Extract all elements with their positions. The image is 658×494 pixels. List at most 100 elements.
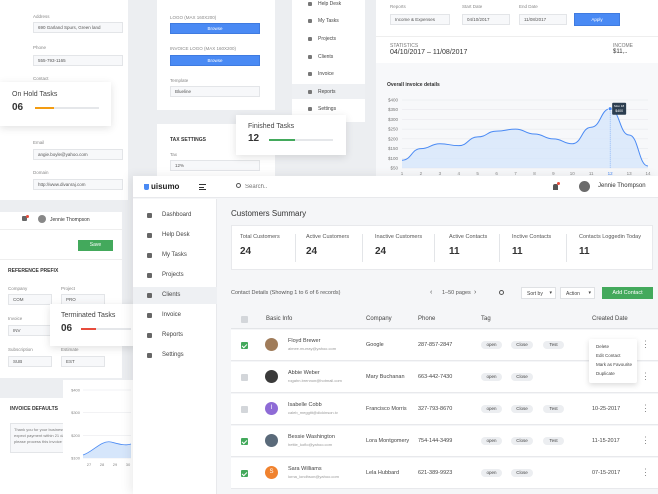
table-row[interactable]: S Sara Williams lorna_londhson@yahoo.com…	[231, 458, 658, 489]
table-row[interactable]: I Isabelle Cobb caleb_meggitt@dickinson.…	[231, 394, 658, 425]
menu-item-delete[interactable]: Delete	[596, 344, 610, 349]
table-row[interactable]: Bessie Washington hettie_koflo@yahoo.com…	[231, 426, 658, 457]
apply-button[interactable]: Apply	[574, 13, 620, 26]
row-menu-icon[interactable]	[641, 339, 650, 350]
tag-open[interactable]: open	[481, 469, 502, 477]
avatar[interactable]	[38, 215, 46, 223]
start-date-field[interactable]: 04/10/2017	[462, 14, 510, 25]
user-name[interactable]: Jennie Thompson	[598, 183, 646, 189]
tag-close[interactable]: Close	[511, 469, 533, 477]
mini-chart-panel: $400 $300 $200 $100 27 28 29 30	[63, 380, 133, 494]
template-field[interactable]: Blueline	[170, 86, 260, 97]
tag-close[interactable]: Close	[511, 373, 533, 381]
estimate-prefix-field[interactable]: EST	[61, 356, 105, 367]
row-menu-icon[interactable]	[641, 467, 650, 478]
tag-test[interactable]: Test	[543, 437, 564, 445]
chart-x-tick-label: 2	[420, 171, 423, 176]
menu-item-duplicate[interactable]: Duplicate	[596, 371, 615, 376]
row-checkbox[interactable]	[241, 374, 248, 381]
tag-open[interactable]: open	[481, 437, 502, 445]
bg-left-panel: Jennie Thompson Save REFERENCE PREFIX Co…	[0, 212, 122, 378]
row-checkbox[interactable]	[241, 470, 248, 477]
sidebar-item-projects[interactable]: Projects	[133, 267, 217, 284]
col-tag[interactable]: Tag	[481, 316, 491, 322]
bg-nav-invoice[interactable]: Invoice	[308, 71, 334, 77]
search-icon[interactable]	[236, 183, 241, 188]
row-menu-icon[interactable]	[641, 371, 650, 382]
bell-icon[interactable]	[22, 216, 27, 221]
invoice-prefix-field[interactable]: INV	[8, 325, 52, 336]
projects-icon	[147, 273, 152, 278]
row-menu-icon[interactable]	[641, 403, 650, 414]
bg-nav-reports-active	[292, 84, 365, 99]
sort-by-label: Sort by	[527, 291, 543, 297]
tag-test[interactable]: Test	[543, 405, 564, 413]
sidebar-item-label: Clients	[162, 292, 181, 298]
contact-company: Francisco Morris	[366, 406, 407, 412]
col-basic-info[interactable]: Basic Info	[266, 316, 293, 322]
search-icon[interactable]	[499, 290, 504, 295]
company-prefix-field[interactable]: COM	[8, 294, 52, 305]
help-icon	[147, 233, 152, 238]
sidebar-item-reports[interactable]: Reports	[133, 327, 217, 344]
col-company[interactable]: Company	[366, 316, 392, 322]
bg-nav-helpdesk[interactable]: Help Desk	[308, 1, 341, 7]
row-checkbox[interactable]	[241, 342, 248, 349]
search-input[interactable]	[245, 181, 345, 192]
select-all-checkbox[interactable]	[241, 316, 248, 323]
bell-icon[interactable]	[553, 184, 558, 190]
bg-nav-projects[interactable]: Projects	[308, 36, 336, 42]
prev-page-icon[interactable]: ‹	[430, 289, 433, 296]
sidebar-item-help-desk[interactable]: Help Desk	[133, 227, 217, 244]
invoice-defaults-text[interactable]: Thank you for your business. We expect p…	[10, 423, 66, 453]
hamburger-icon[interactable]	[199, 184, 206, 190]
tag-open[interactable]: open	[481, 373, 502, 381]
browse-invoice-logo-button[interactable]: Browse	[170, 55, 260, 66]
save-button[interactable]: Save	[78, 240, 113, 251]
col-phone[interactable]: Phone	[418, 316, 436, 322]
bg-nav-mytasks[interactable]: My Tasks	[308, 18, 339, 24]
tag-close[interactable]: Close	[511, 437, 533, 445]
browse-logo-button[interactable]: Browse	[170, 23, 260, 34]
chart-x-tick-label: 9	[552, 171, 555, 176]
bg-nav-settings[interactable]: Settings	[308, 106, 336, 112]
sidebar-item-invoice[interactable]: Invoice	[133, 307, 217, 324]
tag-close[interactable]: Close	[511, 405, 533, 413]
reports-select[interactable]: Income & Expenses	[390, 14, 450, 25]
add-contact-button[interactable]: Add Contact	[602, 287, 653, 299]
bg-nav-reports[interactable]: Reports	[308, 89, 336, 95]
table-row[interactable]: Abbie Weber rogahn.brennon@hotmail.com M…	[231, 362, 658, 393]
tag-test[interactable]: Test	[543, 341, 564, 349]
finished-progress-fill	[269, 139, 295, 141]
bg-nav-clients[interactable]: Clients	[308, 54, 333, 60]
row-checkbox[interactable]	[241, 406, 248, 413]
phone-field[interactable]: 555-793-1165	[33, 55, 123, 66]
address-field[interactable]: 690 Garland Spurs, Green land	[33, 22, 123, 33]
sidebar-item-settings[interactable]: Settings	[133, 347, 217, 364]
next-page-icon[interactable]: ›	[474, 289, 477, 296]
tax-label: Tax	[170, 152, 178, 157]
tag-open[interactable]: open	[481, 405, 502, 413]
tax-field[interactable]: 12%	[170, 160, 260, 171]
row-menu-icon[interactable]	[641, 435, 650, 446]
email-field[interactable]: angie.boyle@yahoo.com	[33, 149, 123, 160]
sidebar-item-clients[interactable]: Clients	[133, 287, 217, 304]
col-created-date[interactable]: Created Date	[592, 316, 628, 322]
avatar[interactable]	[579, 181, 590, 192]
summary-inactive-customers: Inactive Customers 24	[363, 226, 435, 271]
sidebar-item-dashboard[interactable]: Dashboard	[133, 207, 217, 224]
table-row[interactable]: Floyd Brewer aimee.murray@yahoo.com Goog…	[231, 330, 658, 361]
sidebar-item-my-tasks[interactable]: My Tasks	[133, 247, 217, 264]
sort-by-select[interactable]: Sort by ▾	[521, 287, 556, 299]
user-name[interactable]: Jennie Thompson	[50, 217, 90, 223]
menu-item-mark-favourite[interactable]: Mark as Favourite	[596, 362, 633, 367]
end-date-field[interactable]: 11/08/2017	[519, 14, 567, 25]
tag-open[interactable]: open	[481, 341, 502, 349]
menu-item-edit-contact[interactable]: Edit Contact	[596, 353, 621, 358]
subscription-prefix-field[interactable]: SUB	[8, 356, 52, 367]
bg-nav-label: My Tasks	[318, 18, 339, 24]
domain-field[interactable]: http://www.divanraj.com	[33, 179, 123, 190]
action-select[interactable]: Action ▾	[560, 287, 595, 299]
row-checkbox[interactable]	[241, 438, 248, 445]
tag-close[interactable]: Close	[511, 341, 533, 349]
